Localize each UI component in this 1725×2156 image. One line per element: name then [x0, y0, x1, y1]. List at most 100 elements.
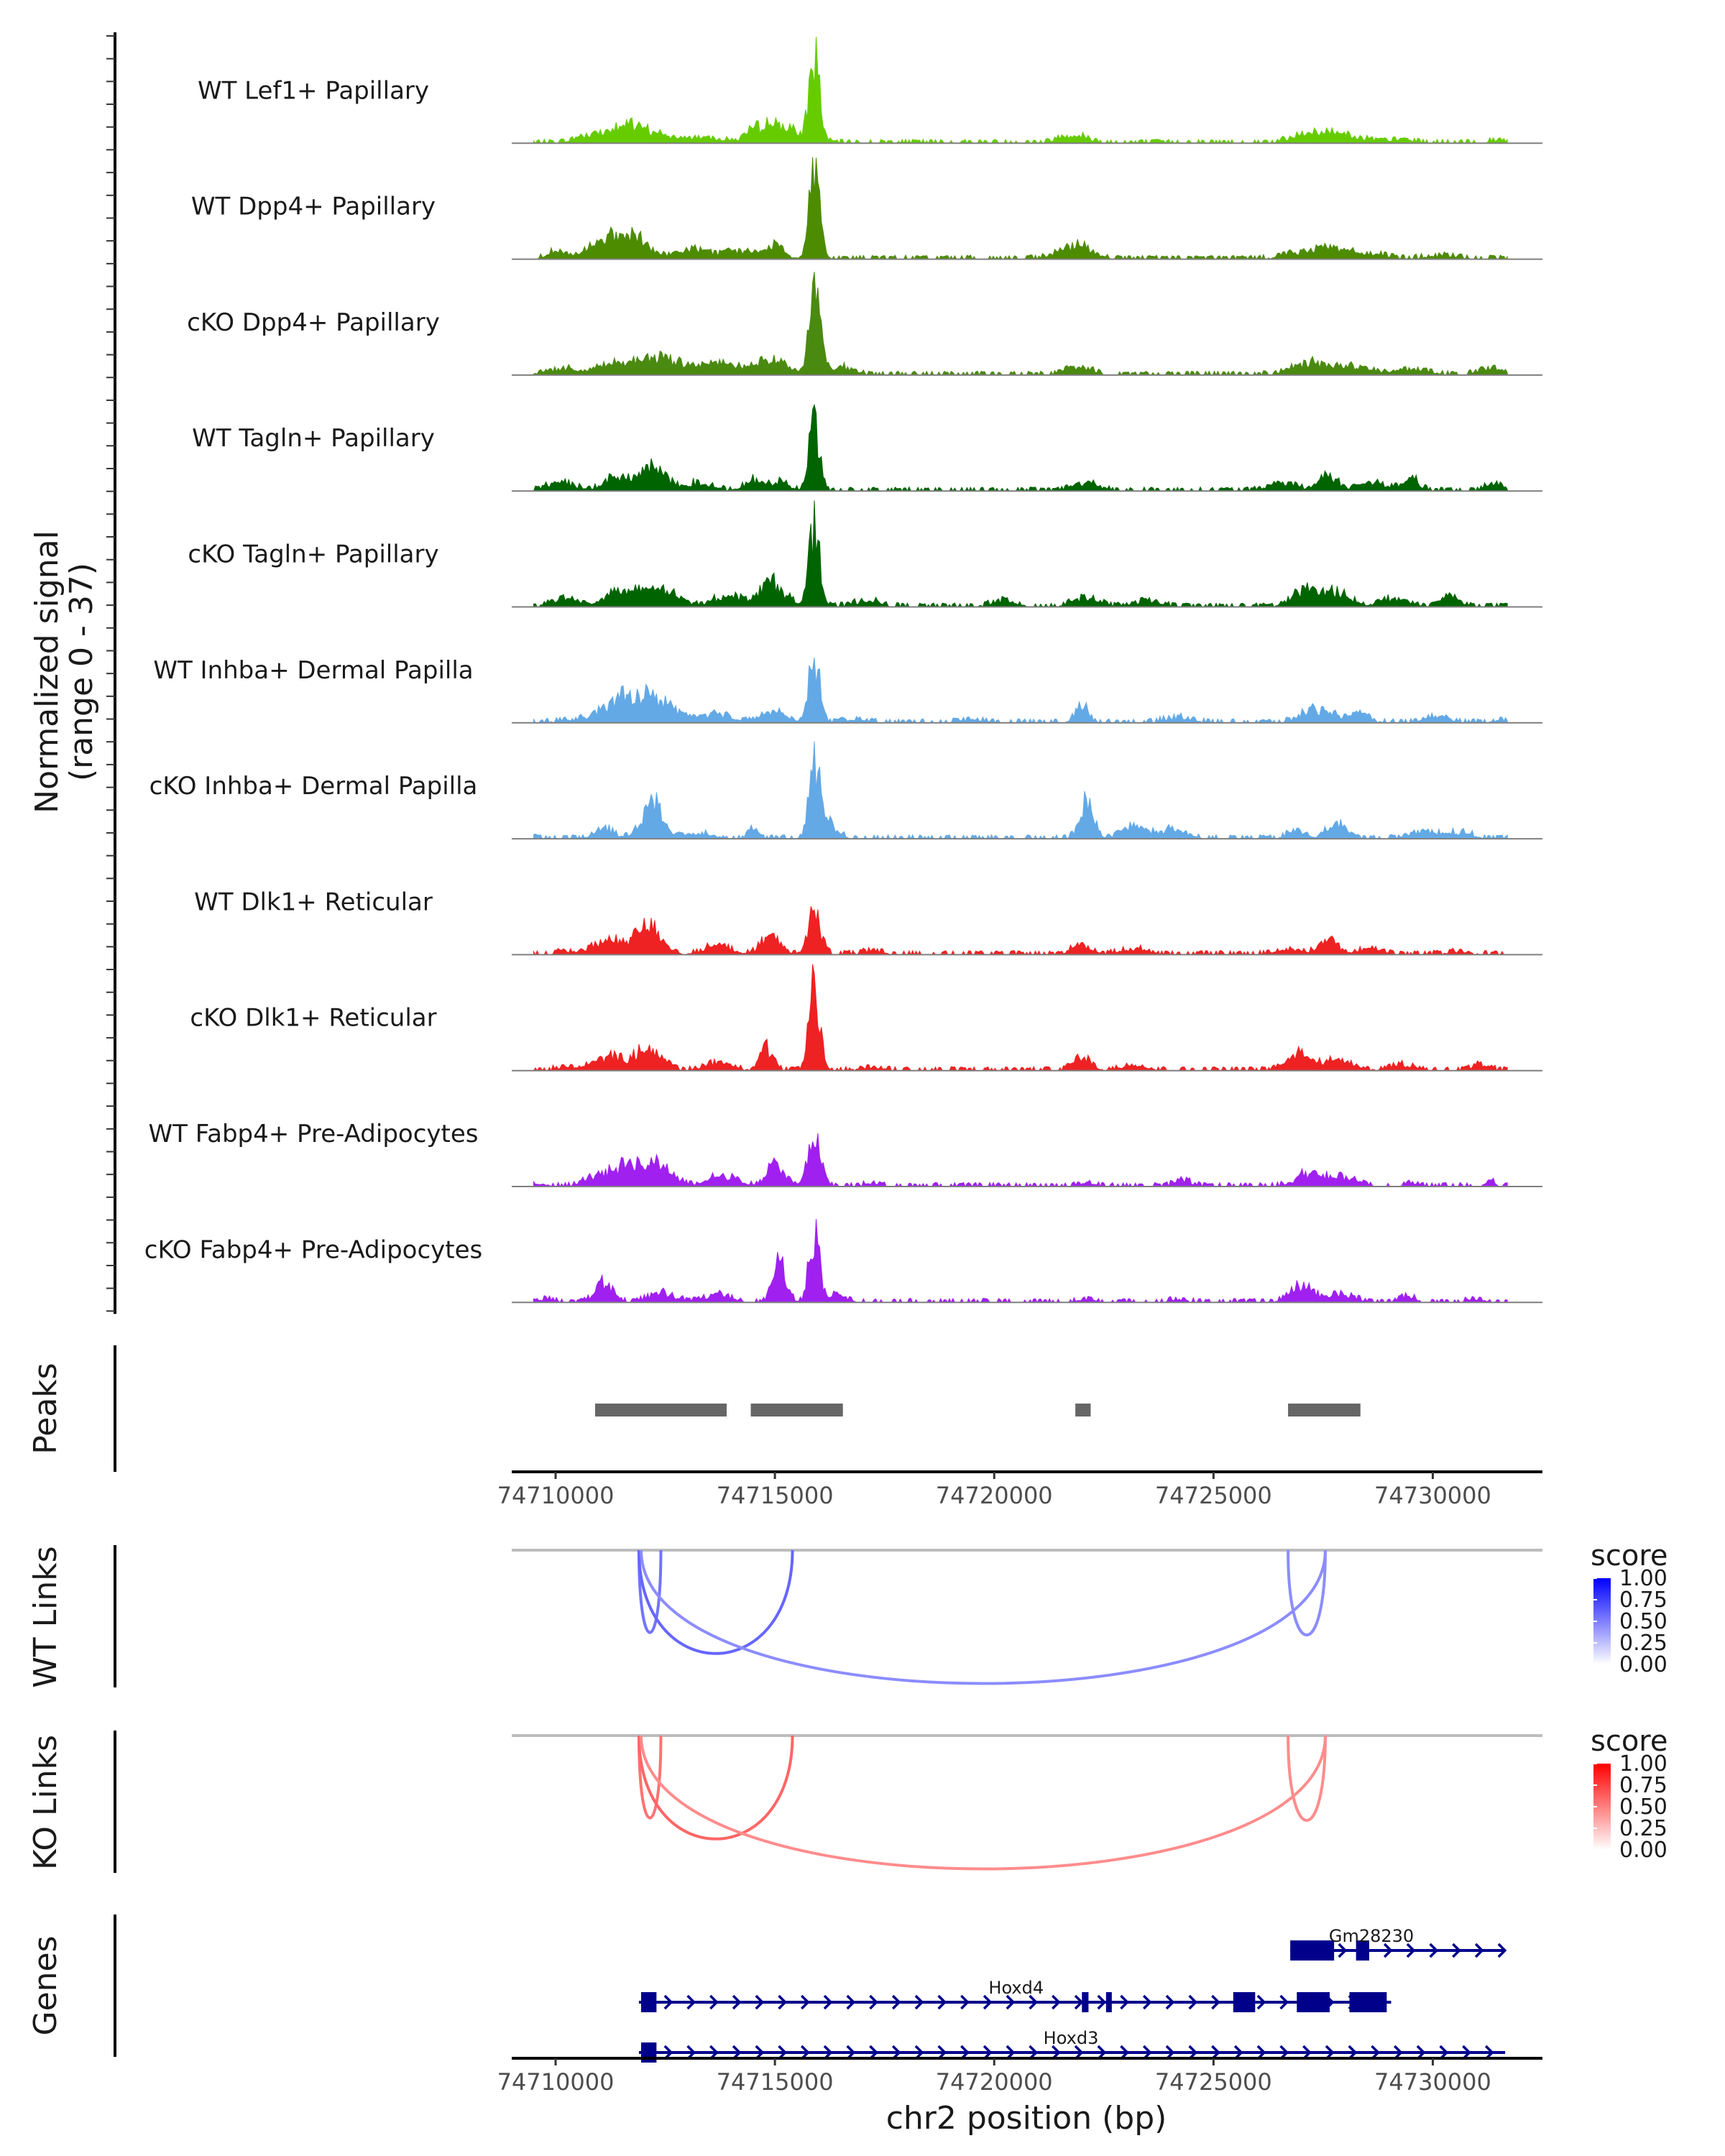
strand-arrow	[1120, 1994, 1129, 2010]
coverage-y-axis	[106, 32, 116, 1314]
coverage-signal	[533, 157, 1508, 260]
strand-arrow	[778, 1994, 787, 2010]
genes-track: Gm28230 Hoxd4 Hoxd3	[638, 1926, 1507, 2063]
link-arc-2	[637, 1735, 794, 1841]
strand-arrow	[1165, 1994, 1175, 2010]
strand-arrow	[891, 1994, 901, 2010]
coverage-signal	[533, 1133, 1508, 1188]
x-tick-label: 74725000	[1155, 1482, 1272, 1509]
x-tick-label: 74730000	[1374, 1482, 1491, 1509]
legend-title: score	[1591, 1539, 1668, 1572]
gene-label: Gm28230	[1329, 1926, 1414, 1946]
gene-exon	[1105, 1992, 1112, 2012]
strand-arrow	[1429, 1943, 1439, 1958]
strand-arrow	[823, 1994, 833, 2010]
coverage-signal	[533, 37, 1508, 144]
gene-exon	[1356, 1940, 1369, 1961]
coverage-track-label: cKO Inhba+ Dermal Papilla	[150, 772, 478, 801]
strand-arrow	[1338, 1943, 1348, 1958]
x-tick-label: 74710000	[497, 2068, 615, 2096]
legend-title: score	[1591, 1725, 1668, 1758]
strand-arrow	[983, 1994, 993, 2010]
x-tick-label: 74720000	[936, 1482, 1053, 1509]
gene-hoxd4: Hoxd4	[638, 1978, 1392, 2012]
legend-tick-label: 0.25	[1619, 1816, 1668, 1841]
links-label: WT Links	[27, 1546, 64, 1687]
peaks-track	[594, 1404, 1361, 1416]
strand-arrow	[663, 1994, 673, 2010]
gene-label: Hoxd3	[1044, 2028, 1099, 2048]
link-arc-1	[637, 1549, 663, 1634]
gene-label: Hoxd4	[988, 1978, 1044, 1998]
genes-label: Genes	[27, 1935, 64, 2035]
coverage-signal	[533, 403, 1508, 492]
gene-gm28230: Gm28230	[1290, 1926, 1507, 1961]
gene-exon	[1349, 1992, 1387, 2012]
strand-arrow	[1029, 1994, 1039, 2010]
coverage-track-label: cKO Dlk1+ Reticular	[190, 1004, 436, 1033]
coverage-track-label: WT Dlk1+ Reticular	[194, 888, 433, 916]
strand-arrow	[1142, 1994, 1152, 2010]
coverage-track-label: cKO Dpp4+ Papillary	[187, 308, 440, 337]
coverage-track-label: cKO Fabp4+ Pre-Adipocytes	[144, 1235, 483, 1264]
legend-tick-label: 0.75	[1619, 1773, 1668, 1798]
strand-arrow	[1497, 1943, 1507, 1958]
legend-tick-label: 0.00	[1619, 1838, 1668, 1863]
x-tick-label: 74720000	[936, 2068, 1053, 2096]
coverage-track-10: WT Fabp4+ Pre-Adipocytes	[149, 1120, 1542, 1188]
coverage-track-8: WT Dlk1+ Reticular	[194, 888, 1542, 956]
legend-tick-label: 0.50	[1619, 1609, 1668, 1634]
strand-arrow	[1474, 1943, 1484, 1958]
legend-tick-label: 0.25	[1619, 1631, 1668, 1656]
strand-arrow	[914, 1994, 924, 2010]
coverage-track-1: WT Lef1+ Papillary	[198, 37, 1542, 144]
legend-tick-label: 1.00	[1619, 1751, 1668, 1777]
legend-tick-label: 1.00	[1619, 1566, 1668, 1591]
x-tick-label: 74715000	[717, 2068, 834, 2096]
coverage-signal	[533, 964, 1508, 1072]
strand-arrow	[1074, 1994, 1084, 2010]
strand-arrow	[1383, 1943, 1393, 1958]
peak-region-3	[1075, 1404, 1091, 1416]
legend-tick-label: 0.00	[1619, 1652, 1668, 1677]
link-arc-4	[1287, 1549, 1327, 1636]
gene-exon	[1297, 1992, 1330, 2012]
strand-arrow	[1256, 1994, 1266, 2010]
coverage-track-2: WT Dpp4+ Papillary	[191, 157, 1542, 260]
legend-tick-label: 0.50	[1619, 1795, 1668, 1820]
strand-arrow	[1006, 1994, 1016, 2010]
gene-exon	[1233, 1992, 1256, 2012]
coverage-track-7: cKO Inhba+ Dermal Papilla	[150, 741, 1542, 840]
strand-arrow	[1406, 1943, 1416, 1958]
coverage-ylabel-line2: (range 0 - 37)	[63, 563, 100, 781]
coverage-track-6: WT Inhba+ Dermal Papilla	[153, 656, 1542, 724]
x-axis-title: chr2 position (bp)	[886, 2100, 1167, 2137]
strand-arrow	[846, 1994, 856, 2010]
strand-arrow	[869, 1994, 878, 2010]
gene-exon	[1290, 1940, 1335, 1961]
x-tick-label: 74730000	[1374, 2068, 1491, 2096]
strand-arrow	[1188, 1994, 1198, 2010]
peak-region-4	[1288, 1404, 1361, 1416]
strand-arrow	[937, 1994, 947, 2010]
coverage-track-4: WT Tagln+ Papillary	[192, 403, 1542, 492]
x-tick-label: 74725000	[1155, 2068, 1272, 2096]
strand-arrow	[732, 1994, 742, 2010]
strand-arrow	[960, 1994, 970, 2010]
strand-arrow	[1097, 1994, 1107, 2010]
strand-arrow	[755, 1994, 765, 2010]
coverage-track-label: WT Fabp4+ Pre-Adipocytes	[149, 1120, 479, 1148]
gene-exon	[641, 1992, 657, 2012]
coverage-track-label: WT Dpp4+ Papillary	[191, 193, 436, 221]
coverage-ylabel-line1: Normalized signal	[29, 530, 65, 814]
links-label: KO Links	[27, 1735, 64, 1870]
coverage-signal	[533, 1219, 1508, 1304]
x-axis-top: 74710000 74715000 74720000 74725000 74730000	[497, 1470, 1542, 1509]
strand-arrow	[1452, 1943, 1461, 1958]
link-arc-3	[640, 1549, 1327, 1685]
coverage-track-label: WT Lef1+ Papillary	[198, 76, 429, 105]
link-arc-2	[637, 1549, 794, 1655]
coverage-signal	[533, 272, 1508, 377]
coverage-tracks: WT Lef1+ Papillary WT Dpp4+ Papillary cKO …	[144, 37, 1542, 1304]
